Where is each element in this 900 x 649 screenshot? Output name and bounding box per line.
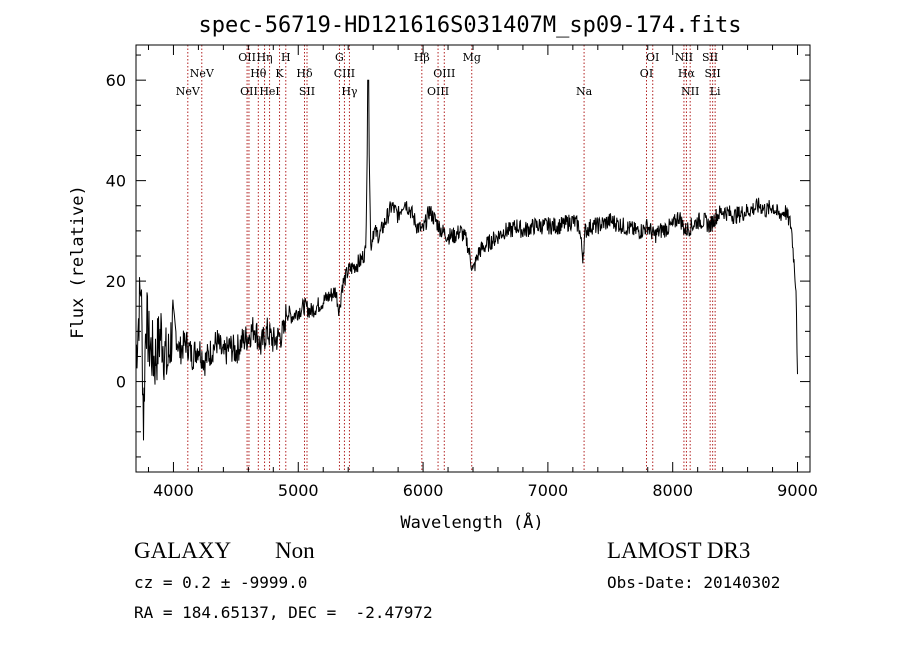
line-label: Na: [576, 85, 593, 98]
line-label: HeI: [259, 85, 279, 98]
y-tick-label: 40: [106, 172, 126, 191]
line-label: OI: [640, 67, 653, 80]
line-label: OIII: [433, 67, 455, 80]
y-tick-label: 60: [106, 71, 126, 90]
line-label: SII: [702, 51, 718, 64]
emission-line-markers: [187, 45, 716, 472]
y-axis-label: Flux (relative): [68, 185, 88, 339]
y-tick-label: 20: [106, 272, 126, 291]
line-label: NII: [681, 85, 699, 98]
line-label: Hβ: [414, 51, 430, 64]
line-label: Hθ: [250, 67, 267, 80]
line-label: CIII: [334, 67, 355, 80]
line-label: Mg: [463, 51, 481, 64]
emission-line-labels: NeVNeVOIIOIIHθHηHeIKHHδSIIGCIIIHγHβOIIIO…: [176, 51, 721, 98]
x-tick-label: 9000: [777, 481, 818, 500]
line-label: SII: [705, 67, 721, 80]
y-axis: 0 20 40 60: [106, 54, 810, 458]
plot-frame: [135, 44, 811, 473]
line-label: Hδ: [296, 67, 313, 80]
survey-name: LAMOST DR3: [607, 538, 751, 563]
line-label: Li: [710, 85, 721, 98]
line-label: NeV: [190, 67, 215, 80]
line-label: OII: [238, 51, 256, 64]
line-label: Hη: [256, 51, 272, 64]
x-tick-label: 8000: [652, 481, 693, 500]
line-label: OII: [240, 85, 258, 98]
line-label: H: [281, 51, 291, 64]
object-class: GALAXY: [134, 538, 232, 563]
line-label: NII: [675, 51, 693, 64]
x-tick-label: 5000: [278, 481, 319, 500]
redshift-cz: cz = 0.2 ± -9999.0: [134, 573, 308, 592]
y-tick-label: 0: [116, 373, 126, 392]
line-label: SII: [299, 85, 315, 98]
x-axis: 4000 5000 6000 7000 8000 9000: [147, 45, 818, 500]
line-label: Hα: [678, 67, 696, 80]
line-label: OI: [646, 51, 659, 64]
x-tick-label: 4000: [153, 481, 194, 500]
object-subclass: Non: [275, 538, 315, 563]
line-label: OIII: [427, 85, 449, 98]
x-tick-label: 6000: [403, 481, 444, 500]
ra-dec-coordinates: RA = 184.65137, DEC = -2.47972: [134, 603, 433, 622]
spectrum-line: [135, 79, 798, 441]
observation-date: Obs-Date: 20140302: [607, 573, 781, 592]
x-tick-label: 7000: [528, 481, 569, 500]
line-label: G: [335, 51, 344, 64]
line-label: Hγ: [341, 85, 358, 98]
x-axis-label: Wavelength (Å): [400, 511, 543, 533]
chart-title: spec-56719-HD121616S031407M_sp09-174.fit…: [198, 13, 741, 38]
line-label: K: [275, 67, 284, 80]
line-label: NeV: [176, 85, 201, 98]
